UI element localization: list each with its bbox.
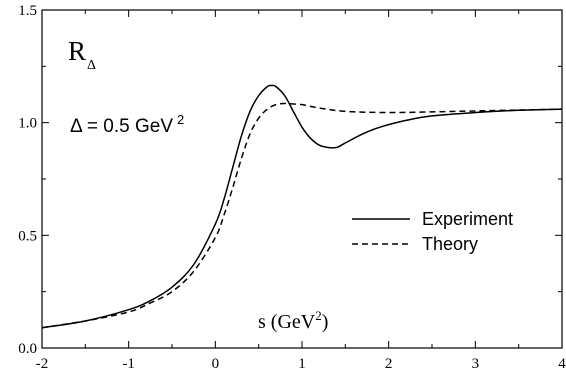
series-line-theory bbox=[41, 102, 563, 329]
x-tick-label: 1 bbox=[298, 356, 306, 372]
x-tick-label: 3 bbox=[472, 356, 480, 372]
series-group bbox=[41, 84, 563, 329]
delta-label-superscript: 2 bbox=[177, 112, 184, 127]
x-tick-label: -1 bbox=[122, 356, 135, 372]
y-tick-label: 1.0 bbox=[18, 116, 37, 132]
y-tick-label: 0.5 bbox=[18, 228, 37, 244]
plot-label-main: R bbox=[68, 36, 86, 66]
legend-label-experiment: Experiment bbox=[422, 209, 513, 229]
x-tick-label: 0 bbox=[212, 356, 220, 372]
tick-labels: -2 -1 0 1 2 3 4 0.0 0.5 1.0 1.5 bbox=[18, 3, 566, 372]
x-axis-label: s (GeV2) bbox=[258, 308, 328, 333]
x-tick-label: -2 bbox=[36, 356, 49, 372]
x-axis-label-main: s (GeV bbox=[258, 311, 316, 333]
ticks bbox=[41, 9, 563, 349]
legend: Experiment Theory bbox=[352, 209, 513, 254]
delta-label-main: Δ = 0.5 GeV bbox=[70, 116, 173, 137]
x-tick-label: 4 bbox=[558, 356, 566, 372]
delta-label: Δ = 0.5 GeV 2 bbox=[70, 112, 184, 137]
x-tick-label: 2 bbox=[385, 356, 393, 372]
plot-label-subscript: Δ bbox=[87, 58, 96, 73]
x-axis-label-superscript: 2 bbox=[315, 308, 322, 323]
plot-label: RΔ bbox=[68, 36, 96, 73]
y-tick-label: 0.0 bbox=[18, 341, 37, 357]
plot-frame bbox=[41, 9, 563, 349]
y-tick-label: 1.5 bbox=[18, 3, 37, 19]
series-line-experiment bbox=[41, 84, 563, 329]
x-axis-label-close: ) bbox=[322, 311, 329, 333]
legend-label-theory: Theory bbox=[422, 234, 478, 254]
